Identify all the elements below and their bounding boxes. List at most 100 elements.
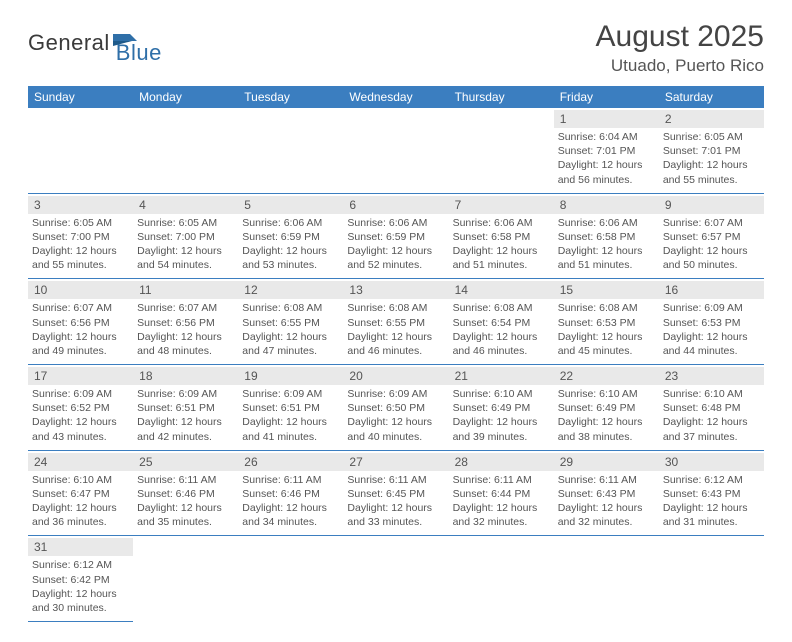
day-number: 30: [659, 453, 764, 471]
day-line: Sunrise: 6:06 AM: [347, 216, 444, 230]
calendar-cell: 10 Sunrise: 6:07 AMSunset: 6:56 PMDayligh…: [28, 279, 133, 365]
day-line: Daylight: 12 hours: [663, 244, 760, 258]
calendar-row: 24 Sunrise: 6:10 AMSunset: 6:47 PMDayligh…: [28, 450, 764, 536]
day-line: Sunset: 6:46 PM: [137, 487, 234, 501]
day-line: Sunset: 6:49 PM: [453, 401, 550, 415]
day-number: 15: [554, 281, 659, 299]
day-line: Daylight: 12 hours: [558, 330, 655, 344]
day-number: 24: [28, 453, 133, 471]
day-text: Sunrise: 6:10 AMSunset: 6:47 PMDaylight:…: [32, 473, 129, 530]
day-line: and 46 minutes.: [347, 344, 444, 358]
day-line: and 51 minutes.: [453, 258, 550, 272]
day-line: Sunrise: 6:05 AM: [32, 216, 129, 230]
day-line: Sunrise: 6:04 AM: [558, 130, 655, 144]
day-number: 27: [343, 453, 448, 471]
day-text: Sunrise: 6:06 AMSunset: 6:59 PMDaylight:…: [242, 216, 339, 273]
calendar-head: SundayMondayTuesdayWednesdayThursdayFrid…: [28, 86, 764, 108]
day-line: Daylight: 12 hours: [242, 330, 339, 344]
day-text: Sunrise: 6:12 AMSunset: 6:42 PMDaylight:…: [32, 558, 129, 615]
day-line: Sunrise: 6:09 AM: [663, 301, 760, 315]
calendar-cell: 19Sunrise: 6:09 AMSunset: 6:51 PMDayligh…: [238, 365, 343, 451]
day-text: Sunrise: 6:07 AMSunset: 6:56 PMDaylight:…: [32, 301, 129, 358]
day-number: 31: [28, 538, 133, 556]
day-number: 9: [659, 196, 764, 214]
calendar-cell: 5 Sunrise: 6:06 AMSunset: 6:59 PMDaylight…: [238, 193, 343, 279]
day-line: Sunrise: 6:05 AM: [663, 130, 760, 144]
calendar-cell: .: [449, 108, 554, 193]
day-number: 10: [28, 281, 133, 299]
day-line: Daylight: 12 hours: [137, 415, 234, 429]
day-number: 29: [554, 453, 659, 471]
calendar-cell: 22Sunrise: 6:10 AMSunset: 6:49 PMDayligh…: [554, 365, 659, 451]
day-text: Sunrise: 6:09 AMSunset: 6:52 PMDaylight:…: [32, 387, 129, 444]
calendar-cell: 8Sunrise: 6:06 AMSunset: 6:58 PMDaylight…: [554, 193, 659, 279]
day-text: Sunrise: 6:11 AMSunset: 6:46 PMDaylight:…: [242, 473, 339, 530]
calendar-cell: 28 Sunrise: 6:11 AMSunset: 6:44 PMDayligh…: [449, 450, 554, 536]
day-line: Sunset: 6:54 PM: [453, 316, 550, 330]
calendar-cell: 6Sunrise: 6:06 AMSunset: 6:59 PMDaylight…: [343, 193, 448, 279]
day-line: Sunset: 6:47 PM: [32, 487, 129, 501]
day-line: Daylight: 12 hours: [453, 501, 550, 515]
day-line: Sunset: 6:44 PM: [453, 487, 550, 501]
day-line: and 55 minutes.: [663, 173, 760, 187]
day-text: Sunrise: 6:06 AMSunset: 6:59 PMDaylight:…: [347, 216, 444, 273]
day-line: Daylight: 12 hours: [242, 244, 339, 258]
weekday-header: Friday: [554, 86, 659, 108]
calendar-cell: 16Sunrise: 6:09 AMSunset: 6:53 PMDayligh…: [659, 279, 764, 365]
day-line: Sunset: 6:58 PM: [558, 230, 655, 244]
day-number: 12: [238, 281, 343, 299]
day-line: Sunset: 6:56 PM: [137, 316, 234, 330]
day-line: and 37 minutes.: [663, 430, 760, 444]
day-line: and 32 minutes.: [453, 515, 550, 529]
calendar-cell: 27Sunrise: 6:11 AMSunset: 6:45 PMDayligh…: [343, 450, 448, 536]
day-line: Sunset: 6:55 PM: [347, 316, 444, 330]
day-text: Sunrise: 6:12 AMSunset: 6:43 PMDaylight:…: [663, 473, 760, 530]
day-text: Sunrise: 6:07 AMSunset: 6:56 PMDaylight:…: [137, 301, 234, 358]
day-line: Sunset: 6:51 PM: [137, 401, 234, 415]
day-line: Sunset: 6:55 PM: [242, 316, 339, 330]
day-line: Daylight: 12 hours: [347, 415, 444, 429]
calendar-cell: 30 Sunrise: 6:12 AMSunset: 6:43 PMDayligh…: [659, 450, 764, 536]
calendar-cell: 3Sunrise: 6:05 AMSunset: 7:00 PMDaylight…: [28, 193, 133, 279]
day-line: and 40 minutes.: [347, 430, 444, 444]
day-number: 28: [449, 453, 554, 471]
weekday-header: Wednesday: [343, 86, 448, 108]
calendar-cell: .: [28, 108, 133, 193]
day-line: and 42 minutes.: [137, 430, 234, 444]
day-line: and 49 minutes.: [32, 344, 129, 358]
calendar-cell: .: [133, 108, 238, 193]
day-line: and 52 minutes.: [347, 258, 444, 272]
day-line: Sunrise: 6:06 AM: [242, 216, 339, 230]
day-line: Daylight: 12 hours: [558, 415, 655, 429]
day-text: Sunrise: 6:11 AMSunset: 6:44 PMDaylight:…: [453, 473, 550, 530]
day-line: Sunrise: 6:12 AM: [32, 558, 129, 572]
day-line: Sunset: 6:51 PM: [242, 401, 339, 415]
calendar-cell: 23Sunrise: 6:10 AMSunset: 6:48 PMDayligh…: [659, 365, 764, 451]
day-line: Sunset: 7:00 PM: [137, 230, 234, 244]
title-month: August 2025: [596, 20, 764, 54]
day-line: and 33 minutes.: [347, 515, 444, 529]
day-line: and 44 minutes.: [663, 344, 760, 358]
calendar-cell: 4Sunrise: 6:05 AMSunset: 7:00 PMDaylight…: [133, 193, 238, 279]
calendar-cell: 2Sunrise: 6:05 AMSunset: 7:01 PMDaylight…: [659, 108, 764, 193]
day-line: Sunset: 6:42 PM: [32, 573, 129, 587]
day-line: Daylight: 12 hours: [347, 244, 444, 258]
day-line: Daylight: 12 hours: [453, 330, 550, 344]
day-line: and 55 minutes.: [32, 258, 129, 272]
day-number: 5: [238, 196, 343, 214]
calendar-cell: 11Sunrise: 6:07 AMSunset: 6:56 PMDayligh…: [133, 279, 238, 365]
day-text: Sunrise: 6:08 AMSunset: 6:55 PMDaylight:…: [242, 301, 339, 358]
day-number: 18: [133, 367, 238, 385]
day-line: Daylight: 12 hours: [242, 415, 339, 429]
weekday-header: Monday: [133, 86, 238, 108]
day-line: Sunset: 6:45 PM: [347, 487, 444, 501]
day-line: Daylight: 12 hours: [137, 501, 234, 515]
day-line: Sunset: 6:43 PM: [558, 487, 655, 501]
day-line: Sunset: 6:52 PM: [32, 401, 129, 415]
day-number: 26: [238, 453, 343, 471]
day-number: 17: [28, 367, 133, 385]
calendar-cell: 9Sunrise: 6:07 AMSunset: 6:57 PMDaylight…: [659, 193, 764, 279]
day-line: Daylight: 12 hours: [558, 501, 655, 515]
day-line: Sunrise: 6:08 AM: [558, 301, 655, 315]
day-line: and 50 minutes.: [663, 258, 760, 272]
